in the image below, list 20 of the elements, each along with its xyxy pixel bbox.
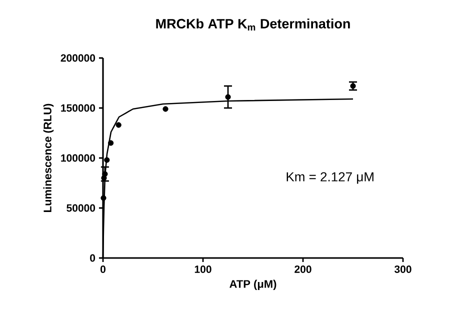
annotation: Km = 2.127 μM bbox=[286, 172, 374, 184]
x-axis-title: ATP (μM) bbox=[230, 280, 276, 290]
y-tick-label: 0 bbox=[90, 254, 96, 262]
point bbox=[104, 157, 110, 163]
point bbox=[162, 106, 168, 112]
y-tick-label: 50000 bbox=[66, 204, 96, 212]
x-tick-label: 100 bbox=[194, 266, 212, 273]
x-tick-label: 200 bbox=[294, 266, 312, 273]
point bbox=[100, 195, 106, 201]
point bbox=[102, 171, 108, 177]
chart-title: MRCKb ATP K$_{m}$ Determination bbox=[156, 18, 350, 30]
y-tick-label: 200000 bbox=[60, 54, 96, 62]
y-tick-label: 100000 bbox=[61, 154, 96, 162]
y-axis-title: Luminescence (RLU) bbox=[43, 104, 54, 212]
y-tick-label: 150000 bbox=[61, 104, 96, 112]
point bbox=[108, 140, 114, 146]
point bbox=[225, 94, 231, 100]
point bbox=[116, 122, 122, 128]
x-tick-label: 300 bbox=[394, 266, 412, 273]
x-tick-label: 0 bbox=[100, 266, 106, 273]
